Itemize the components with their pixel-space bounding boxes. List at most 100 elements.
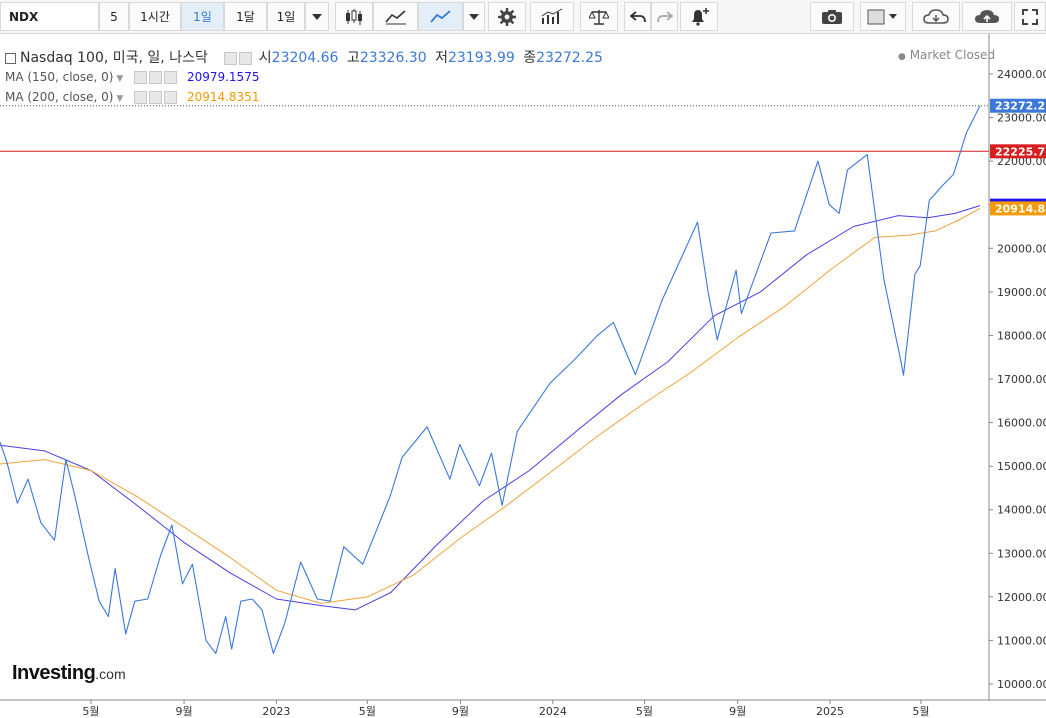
open-label: 시	[258, 50, 272, 66]
template-icon	[867, 9, 897, 24]
y-tick-label: 16000.00	[997, 417, 1046, 430]
chevron-down-icon	[469, 13, 479, 20]
cloud-upload-button[interactable]	[962, 2, 1012, 31]
x-tick-label: 9월	[452, 705, 469, 718]
x-tick-label: 5월	[82, 705, 99, 718]
low-value: 23193.99	[447, 50, 515, 66]
gear-icon[interactable]	[149, 71, 163, 84]
balance-scale-icon	[589, 9, 609, 25]
last-price-tag: 23272.25	[995, 100, 1046, 113]
line-chart-icon	[429, 9, 451, 23]
high-value: 23326.30	[359, 50, 427, 66]
undo-button[interactable]	[624, 2, 651, 31]
ma200-tag: 20914.84	[995, 202, 1046, 215]
chevron-down-icon	[312, 13, 322, 20]
y-tick-label: 19000.00	[997, 286, 1046, 299]
collapse-toggle[interactable]	[5, 52, 16, 64]
interval-input[interactable]: 5	[99, 2, 129, 31]
visibility-icon[interactable]	[134, 71, 148, 84]
y-tick-label: 24000.00	[997, 68, 1046, 81]
template-button[interactable]	[860, 2, 906, 31]
ma150-value: 20979.1575	[186, 70, 260, 84]
close-icon[interactable]	[164, 71, 178, 84]
brand-suffix: .com	[95, 666, 126, 682]
y-tick-label: 15000.00	[997, 460, 1046, 473]
ma200-label[interactable]: MA (200, close, 0)	[5, 90, 114, 104]
y-tick-label: 23000.00	[997, 112, 1046, 125]
horizontal-level-tag-bg	[990, 144, 1046, 159]
y-tick-label: 11000.00	[997, 634, 1046, 647]
visibility-icon[interactable]	[134, 91, 148, 104]
fullscreen-icon	[1022, 8, 1038, 25]
visibility-icon[interactable]	[224, 51, 238, 65]
screenshot-button[interactable]	[810, 2, 854, 31]
close-value: 23272.25	[536, 50, 603, 66]
line-chart-button[interactable]	[418, 2, 463, 31]
cloud-download-icon	[923, 8, 949, 24]
compare-button[interactable]	[580, 2, 618, 31]
ma150-row: MA (150, close, 0) ▼ 20979.1575	[5, 70, 260, 84]
gear-icon	[498, 7, 516, 26]
ma200-value: 20914.8351	[186, 90, 260, 104]
close-label: 종	[523, 50, 537, 66]
y-tick-label: 20000.00	[997, 242, 1046, 255]
x-tick-label: 2024	[539, 705, 567, 718]
chart-type-dropdown-button[interactable]	[463, 2, 485, 31]
area-chart-button[interactable]	[373, 2, 418, 31]
period-button-1d[interactable]: 1일	[181, 2, 224, 31]
ma200-row: MA (200, close, 0) ▼ 20914.8351	[5, 90, 260, 104]
gear-icon[interactable]	[239, 51, 253, 65]
camera-icon	[822, 9, 842, 24]
area-chart-icon	[384, 9, 406, 24]
settings-button[interactable]	[488, 2, 526, 31]
y-tick-label: 17000.00	[997, 373, 1046, 386]
x-tick-label: 2023	[262, 705, 290, 718]
last-price-tag-bg	[990, 98, 1046, 113]
alert-button[interactable]	[680, 2, 718, 31]
x-tick-label: 9월	[175, 705, 192, 718]
period-button-1m[interactable]: 1달	[224, 2, 267, 31]
fullscreen-button[interactable]	[1014, 2, 1046, 31]
toolbar: NDX 5 1시간 1일 1달 1일	[0, 0, 1046, 34]
ma150-label[interactable]: MA (150, close, 0)	[5, 70, 114, 84]
open-value: 23204.66	[271, 50, 339, 66]
brand-name: Investing	[12, 662, 96, 684]
x-tick-label: 9월	[729, 705, 746, 718]
redo-button[interactable]	[651, 2, 678, 31]
x-tick-label: 5월	[359, 705, 376, 718]
x-tick-label: 5월	[912, 705, 929, 718]
bell-plus-icon	[692, 7, 709, 26]
x-tick-label: 2025	[816, 705, 844, 718]
redo-icon	[656, 10, 673, 22]
price-line	[0, 105, 981, 655]
period-button-1h[interactable]: 1시간	[129, 2, 181, 31]
candlestick-chart-button[interactable]	[335, 2, 373, 31]
x-tick-label: 5월	[636, 705, 653, 718]
symbol-input[interactable]: NDX	[0, 2, 99, 31]
close-icon[interactable]	[164, 91, 178, 104]
legend: Nasdaq 100, 미국, 일, 나스닥 시23204.66 고23326.…	[0, 44, 995, 114]
period-dropdown-button[interactable]	[305, 2, 329, 31]
investing-logo: Investing.com	[12, 662, 126, 685]
y-tick-label: 13000.00	[997, 547, 1046, 560]
ma200-tag-bg	[990, 201, 1046, 216]
instrument-name: Nasdaq 100, 미국, 일, 나스닥	[20, 50, 208, 66]
y-tick-label: 14000.00	[997, 504, 1046, 517]
gear-icon[interactable]	[149, 91, 163, 104]
ma150-line	[0, 205, 981, 611]
market-status: ● Market Closed	[898, 48, 996, 62]
period-button-custom[interactable]: 1일	[267, 2, 305, 31]
horizontal-level-tag: 22225.78	[995, 145, 1046, 158]
candlestick-icon	[346, 8, 362, 25]
indicators-button[interactable]	[530, 2, 574, 31]
market-status-text: Market Closed	[909, 48, 996, 62]
cloud-upload-icon	[975, 9, 999, 23]
ma200-line	[0, 207, 981, 604]
y-tick-label: 10000.00	[997, 678, 1046, 691]
indicators-icon	[541, 8, 563, 24]
y-tick-label: 22000.00	[997, 155, 1046, 168]
cloud-download-button[interactable]	[912, 2, 960, 31]
high-label: 고	[346, 50, 360, 66]
low-label: 저	[435, 50, 448, 66]
price-chart[interactable]: 10000.00 11000.00 12000.00 13000.00 14000.00…	[0, 34, 1046, 718]
